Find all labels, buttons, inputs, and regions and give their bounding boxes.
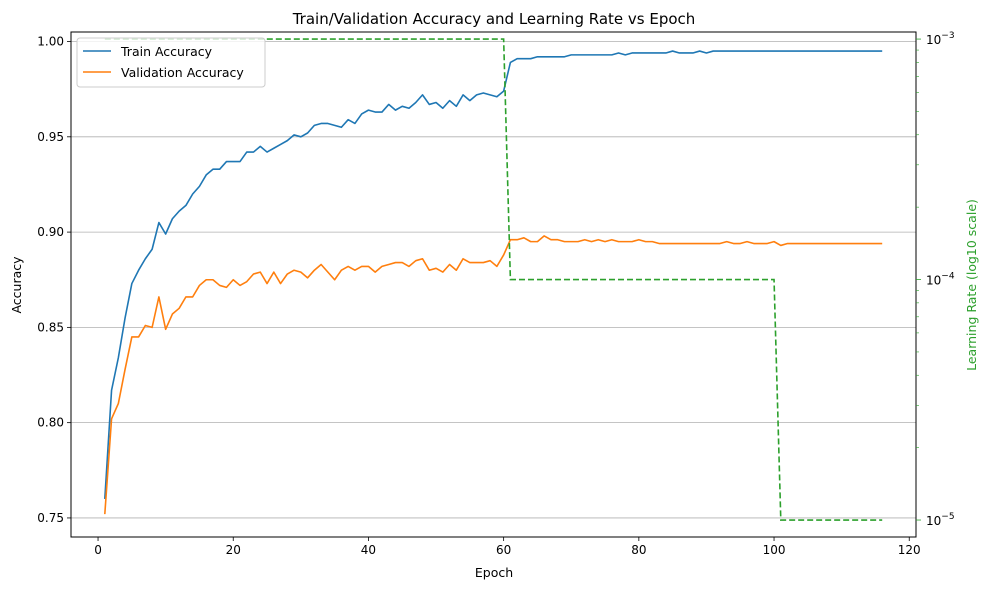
learning-rate-line (104, 38, 883, 521)
legend-label-train: Train Accuracy (120, 44, 213, 59)
y-tick-label: 0.80 (37, 416, 64, 430)
y2-tick-label: 10−5 (926, 512, 955, 528)
x-tick-label: 0 (94, 543, 102, 557)
y-tick-label: 1.00 (37, 35, 64, 49)
x-tick-label: 60 (496, 543, 511, 557)
y-tick-label: 0.90 (37, 225, 64, 239)
x-axis-title: Epoch (475, 565, 513, 580)
x-tick-label: 100 (763, 543, 786, 557)
plot-frame (70, 31, 917, 538)
y2-tick-label: 10−4 (926, 272, 955, 288)
y2-tick-label: 10−3 (926, 31, 955, 47)
x-axis: 0 20 40 60 80 100 120 (94, 537, 921, 557)
legend: Train Accuracy Validation Accuracy (76, 37, 266, 88)
y-axis-right: 10−5 10−4 10−3 (916, 31, 955, 528)
y-tick-label: 0.75 (37, 511, 64, 525)
y-tick-label: 0.95 (37, 130, 64, 144)
grid-lines (71, 41, 916, 519)
x-tick-label: 20 (226, 543, 241, 557)
y-axis-left: 0.75 0.80 0.85 0.90 0.95 1.00 (37, 35, 71, 525)
legend-label-validation: Validation Accuracy (121, 65, 244, 80)
legend-box (76, 37, 266, 88)
chart-title: Train/Validation Accuracy and Learning R… (292, 10, 696, 28)
validation-accuracy-line (104, 235, 883, 515)
y-tick-label: 0.85 (37, 320, 64, 334)
series-layer (104, 38, 883, 521)
y2-axis-title: Learning Rate (log10 scale) (964, 199, 979, 371)
x-tick-label: 40 (361, 543, 376, 557)
y-axis-title: Accuracy (9, 256, 24, 314)
x-tick-label: 120 (898, 543, 921, 557)
train-accuracy-line (104, 50, 883, 499)
x-tick-label: 80 (631, 543, 646, 557)
